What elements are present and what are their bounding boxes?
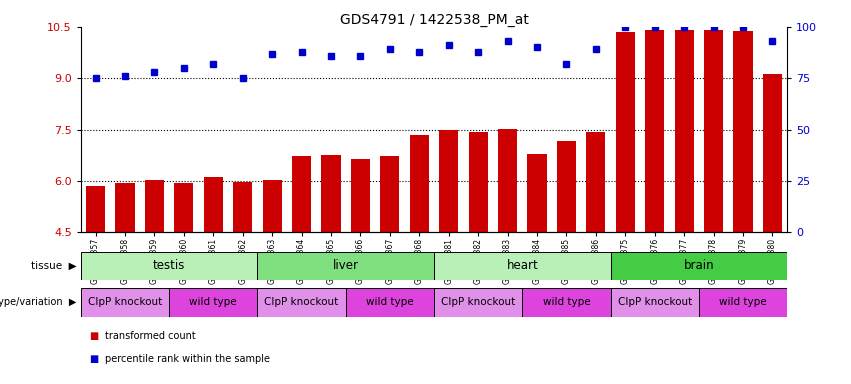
Text: genotype/variation  ▶: genotype/variation ▶	[0, 297, 77, 308]
Text: wild type: wild type	[543, 297, 591, 308]
Bar	[762, 74, 782, 232]
Bar	[346, 288, 434, 317]
Text: percentile rank within the sample: percentile rank within the sample	[105, 354, 270, 364]
Bar	[351, 159, 370, 232]
Text: ClpP knockout: ClpP knockout	[88, 297, 163, 308]
Bar	[704, 30, 723, 232]
Bar	[469, 132, 488, 232]
Bar	[81, 288, 169, 317]
Text: transformed count: transformed count	[105, 331, 196, 341]
Text: liver: liver	[333, 260, 359, 272]
Bar	[498, 129, 517, 232]
Bar	[380, 156, 399, 232]
Bar	[734, 31, 752, 232]
Text: testis: testis	[153, 260, 186, 272]
Text: ClpP knockout: ClpP knockout	[265, 297, 339, 308]
Bar	[116, 183, 134, 232]
Bar	[699, 288, 787, 317]
Bar	[523, 288, 610, 317]
Bar	[169, 288, 257, 317]
Text: ■: ■	[89, 331, 99, 341]
Bar	[610, 288, 699, 317]
Bar	[439, 130, 459, 232]
Bar	[586, 132, 605, 232]
Bar	[174, 183, 193, 232]
Text: heart: heart	[506, 260, 538, 272]
Bar	[645, 30, 665, 232]
Bar	[434, 288, 523, 317]
Bar	[86, 186, 106, 232]
Text: ClpP knockout: ClpP knockout	[618, 297, 692, 308]
Bar	[145, 180, 164, 232]
Text: GDS4791 / 1422538_PM_at: GDS4791 / 1422538_PM_at	[340, 13, 528, 27]
Bar	[675, 30, 694, 232]
Bar	[292, 156, 311, 232]
Bar	[233, 182, 252, 232]
Bar	[203, 177, 223, 232]
Text: ClpP knockout: ClpP knockout	[441, 297, 516, 308]
Bar	[616, 32, 635, 232]
Bar	[81, 252, 257, 280]
Bar	[257, 288, 346, 317]
Bar	[528, 154, 546, 232]
Text: wild type: wild type	[190, 297, 237, 308]
Bar	[257, 252, 434, 280]
Bar	[322, 155, 340, 232]
Bar	[610, 252, 787, 280]
Bar	[434, 252, 610, 280]
Text: tissue  ▶: tissue ▶	[31, 261, 77, 271]
Text: ■: ■	[89, 354, 99, 364]
Bar	[263, 180, 282, 232]
Text: brain: brain	[683, 260, 714, 272]
Bar	[409, 135, 429, 232]
Text: wild type: wild type	[719, 297, 767, 308]
Text: wild type: wild type	[366, 297, 414, 308]
Bar	[557, 141, 576, 232]
